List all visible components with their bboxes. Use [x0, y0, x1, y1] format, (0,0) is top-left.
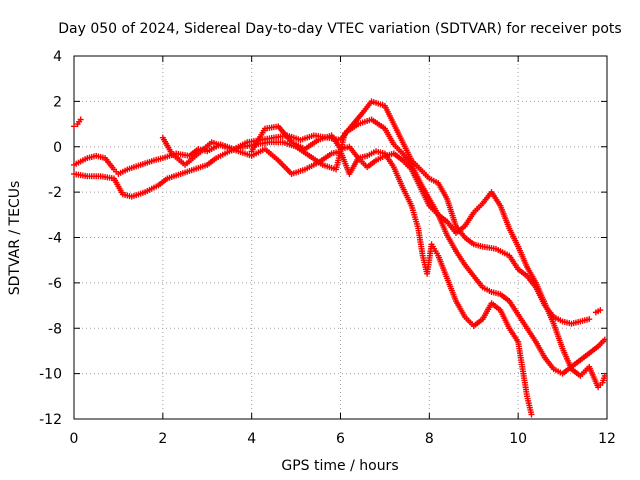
chart-title: Day 050 of 2024, Sidereal Day-to-day VTE… — [58, 21, 621, 37]
grid-lines — [74, 56, 607, 419]
y-axis-label: SDTVAR / TECUs — [7, 181, 23, 296]
x-tick-label: 12 — [598, 431, 616, 447]
x-tick-label: 6 — [336, 431, 345, 447]
series-track-d — [248, 123, 608, 391]
x-tick-label: 4 — [247, 431, 256, 447]
data-point — [586, 316, 593, 323]
y-tick-label: -6 — [48, 276, 62, 292]
y-tick-label: -2 — [48, 185, 62, 201]
x-axis-label: GPS time / hours — [281, 458, 398, 474]
x-tick-label: 2 — [158, 431, 167, 447]
data-points — [71, 98, 608, 418]
y-tick-label: -12 — [39, 412, 62, 428]
x-tick-label: 10 — [509, 431, 527, 447]
data-point — [601, 336, 608, 343]
y-tick-label: -8 — [48, 321, 62, 337]
y-tick-label: 4 — [53, 49, 62, 65]
data-point — [71, 123, 77, 130]
x-tick-labels: 0 2 4 6 8 10 12 — [70, 431, 616, 447]
data-point — [77, 116, 84, 123]
y-tick-label: 0 — [53, 140, 62, 156]
axis-ticks — [73, 55, 608, 420]
y-tick-label: 2 — [53, 94, 62, 110]
data-point — [597, 307, 604, 314]
data-point — [528, 411, 535, 418]
y-tick-label: -10 — [39, 367, 62, 383]
x-tick-label: 0 — [70, 431, 79, 447]
y-tick-label: -4 — [48, 231, 62, 247]
x-tick-label: 8 — [425, 431, 434, 447]
y-tick-labels: -12 -10 -8 -6 -4 -2 0 2 4 — [39, 49, 62, 428]
data-point — [601, 372, 608, 379]
